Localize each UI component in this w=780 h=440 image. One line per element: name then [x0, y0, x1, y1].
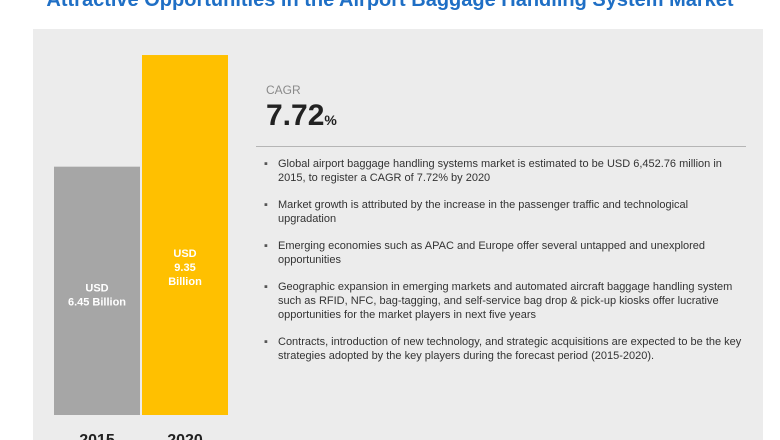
- cagr-value: 7.72%: [266, 99, 337, 133]
- x-tick-label-2015: 2015: [79, 432, 115, 440]
- key-point: Global airport baggage handling systems …: [264, 157, 742, 185]
- data-label-2020: 9.35: [174, 262, 195, 274]
- data-label-2015: USD: [85, 282, 108, 294]
- bar-2020: [142, 55, 228, 416]
- x-tick-label-2020: 2020: [167, 432, 203, 440]
- bar-2015: [54, 166, 140, 415]
- data-label-2020: Billion: [168, 276, 202, 288]
- key-point: Emerging economies such as APAC and Euro…: [264, 239, 742, 267]
- divider: [256, 146, 746, 147]
- key-point: Geographic expansion in emerging markets…: [264, 280, 742, 322]
- cagr-number: 7.72: [266, 99, 325, 132]
- bar-chart: USD 6.45 Billion 2015 USD 9.35 Billion 2020: [54, 55, 228, 440]
- key-point: Contracts, introduction of new technolog…: [264, 335, 742, 363]
- cagr-unit: %: [324, 112, 337, 128]
- key-point: Market growth is attributed by the incre…: [264, 198, 742, 226]
- key-points-list: Global airport baggage handling systems …: [264, 157, 742, 376]
- cagr-label: CAGR: [266, 83, 301, 97]
- data-label-2015: 6.45 Billion: [68, 296, 126, 308]
- page-title: Attractive Opportunities in the Airport …: [46, 0, 734, 11]
- data-label-2020: USD: [173, 248, 196, 260]
